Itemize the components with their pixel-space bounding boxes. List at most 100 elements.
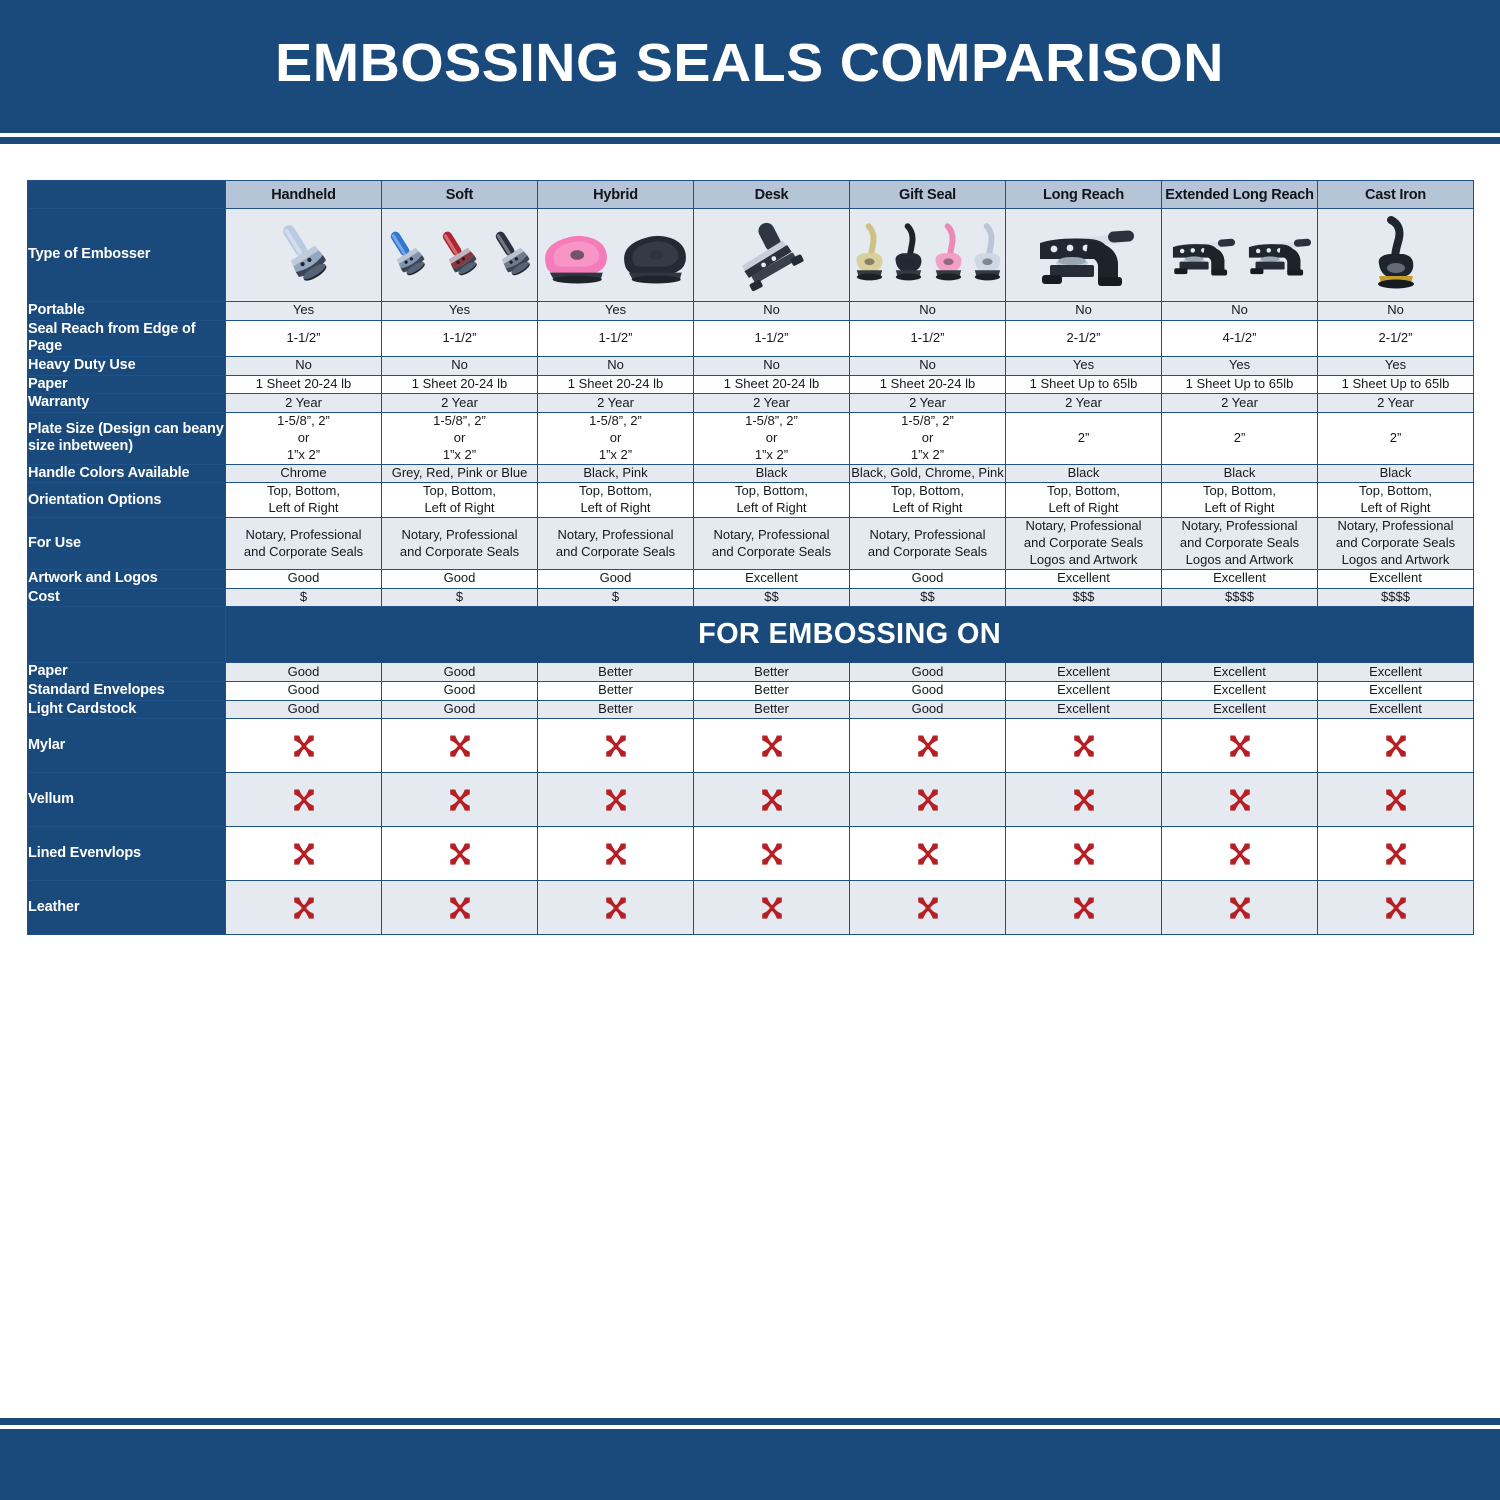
table-row-artwork-and-logos: Artwork and Logos Good Good Good Excellent Go…	[27, 568, 1474, 589]
cell-for-use-gift-seal: Notary, Professional and Corporate Seals	[849, 517, 1006, 570]
cell-warranty-desk: 2 Year	[693, 393, 850, 414]
cell-standard-envelopes-soft: Good	[381, 681, 538, 701]
table-row-type-of-embosser: Type of Embosser	[27, 208, 1474, 302]
cell-cost-soft: $	[381, 587, 538, 608]
cell-warranty-extended-long-reach: 2 Year	[1161, 393, 1318, 414]
table-row-plate-size-design-can-beany-size-inbetween: Plate Size (Design can beany size inbetw…	[27, 412, 1474, 465]
row-label-vellum: Vellum	[27, 772, 226, 828]
column-header-long-reach: Long Reach	[1005, 180, 1162, 209]
table-row-paper: Paper 1 Sheet 20-24 lb 1 Sheet 20-24 lb 1 S…	[27, 374, 1474, 395]
red-x-icon	[1385, 789, 1406, 811]
cell-mylar-hybrid	[537, 718, 694, 774]
column-header-soft: Soft	[381, 180, 538, 209]
red-x-icon	[1073, 789, 1094, 811]
cell-standard-envelopes-cast-iron: Excellent	[1317, 681, 1474, 701]
table-row-vellum: Vellum	[27, 772, 1474, 828]
row-label-light-cardstock: Light Cardstock	[27, 699, 226, 720]
cell-for-use-hybrid: Notary, Professional and Corporate Seals	[537, 517, 694, 570]
row-label-paper: Paper	[27, 662, 226, 682]
column-header-handheld: Handheld	[225, 180, 382, 209]
gift-seal-embosser-image	[850, 209, 1005, 301]
red-x-icon	[449, 735, 470, 757]
red-x-icon	[1073, 843, 1094, 865]
section-banner-spacer	[27, 606, 226, 664]
cell-light-cardstock-gift-seal: Good	[849, 699, 1006, 720]
cell-lined-evenvlops-desk	[693, 826, 850, 882]
cell-portable-soft: Yes	[381, 301, 538, 321]
table-row-for-use: For Use Notary, Professional and Corporat…	[27, 517, 1474, 570]
table-row-warranty: Warranty 2 Year 2 Year 2 Year 2 Year 2 Year 2 …	[27, 393, 1474, 414]
cell-lined-evenvlops-extended-long-reach	[1161, 826, 1318, 882]
cell-plate-size-design-can-beany-size-inbetween-desk: 1-5/8”, 2” or 1”x 2”	[693, 412, 850, 465]
cell-seal-reach-from-edge-of-page-handheld: 1-1/2”	[225, 319, 382, 358]
cell-paper-long-reach: 1 Sheet Up to 65lb	[1005, 374, 1162, 395]
cell-orientation-options-gift-seal: Top, Bottom, Left of Right	[849, 482, 1006, 519]
extended-long-reach-embosser-image	[1162, 209, 1317, 301]
soft-embosser-image	[382, 209, 537, 301]
cell-paper-gift-seal: Good	[849, 662, 1006, 682]
cell-plate-size-design-can-beany-size-inbetween-long-reach: 2”	[1005, 412, 1162, 465]
red-x-icon	[1229, 843, 1250, 865]
cell-heavy-duty-use-extended-long-reach: Yes	[1161, 356, 1318, 376]
cell-standard-envelopes-long-reach: Excellent	[1005, 681, 1162, 701]
cell-type-of-embosser-gift-seal	[849, 208, 1006, 302]
cell-plate-size-design-can-beany-size-inbetween-hybrid: 1-5/8”, 2” or 1”x 2”	[537, 412, 694, 465]
cell-plate-size-design-can-beany-size-inbetween-handheld: 1-5/8”, 2” or 1”x 2”	[225, 412, 382, 465]
cell-heavy-duty-use-gift-seal: No	[849, 356, 1006, 376]
cell-mylar-cast-iron	[1317, 718, 1474, 774]
red-x-icon	[761, 735, 782, 757]
cell-paper-hybrid: 1 Sheet 20-24 lb	[537, 374, 694, 395]
cell-light-cardstock-extended-long-reach: Excellent	[1161, 699, 1318, 720]
cell-warranty-soft: 2 Year	[381, 393, 538, 414]
cell-type-of-embosser-soft	[381, 208, 538, 302]
row-label-for-use: For Use	[27, 517, 226, 570]
red-x-icon	[605, 897, 626, 919]
red-x-icon	[917, 843, 938, 865]
desk-embosser-image	[694, 209, 849, 301]
column-header-gift-seal: Gift Seal	[849, 180, 1006, 209]
red-x-icon	[1229, 789, 1250, 811]
row-label-lined-evenvlops: Lined Evenvlops	[27, 826, 226, 882]
cell-mylar-extended-long-reach	[1161, 718, 1318, 774]
section-banner-for-embossing-on: FOR EMBOSSING ON	[225, 606, 1474, 664]
column-header-hybrid: Hybrid	[537, 180, 694, 209]
cell-artwork-and-logos-hybrid: Good	[537, 568, 694, 589]
cell-standard-envelopes-extended-long-reach: Excellent	[1161, 681, 1318, 701]
cell-plate-size-design-can-beany-size-inbetween-cast-iron: 2”	[1317, 412, 1474, 465]
cell-paper-cast-iron: Excellent	[1317, 662, 1474, 682]
cell-light-cardstock-cast-iron: Excellent	[1317, 699, 1474, 720]
row-label-warranty: Warranty	[27, 393, 226, 414]
cell-portable-long-reach: No	[1005, 301, 1162, 321]
cell-standard-envelopes-desk: Better	[693, 681, 850, 701]
column-header-cast-iron: Cast Iron	[1317, 180, 1474, 209]
cell-paper-desk: 1 Sheet 20-24 lb	[693, 374, 850, 395]
cell-type-of-embosser-desk	[693, 208, 850, 302]
red-x-icon	[605, 789, 626, 811]
red-x-icon	[605, 843, 626, 865]
cell-cost-cast-iron: $$$$	[1317, 587, 1474, 608]
header-divider-top	[0, 126, 1500, 133]
table-row-light-cardstock: Light Cardstock Good Good Better Better Good E…	[27, 699, 1474, 720]
red-x-icon	[1073, 735, 1094, 757]
footer-divider-gap	[0, 1425, 1500, 1429]
cell-light-cardstock-desk: Better	[693, 699, 850, 720]
cell-artwork-and-logos-cast-iron: Excellent	[1317, 568, 1474, 589]
red-x-icon	[1229, 735, 1250, 757]
cell-handle-colors-available-gift-seal: Black, Gold, Chrome, Pink	[849, 463, 1006, 484]
cell-type-of-embosser-long-reach	[1005, 208, 1162, 302]
cell-seal-reach-from-edge-of-page-gift-seal: 1-1/2”	[849, 319, 1006, 358]
cell-for-use-handheld: Notary, Professional and Corporate Seals	[225, 517, 382, 570]
red-x-icon	[449, 789, 470, 811]
cell-handle-colors-available-soft: Grey, Red, Pink or Blue	[381, 463, 538, 484]
cell-portable-extended-long-reach: No	[1161, 301, 1318, 321]
table-row-portable: Portable Yes Yes Yes No No No No No	[27, 301, 1474, 321]
table-row-handle-colors-available: Handle Colors Available Chrome Grey, Red, …	[27, 463, 1474, 484]
red-x-icon	[1385, 897, 1406, 919]
cell-lined-evenvlops-hybrid	[537, 826, 694, 882]
column-header-extended-long-reach: Extended Long Reach	[1161, 180, 1318, 209]
cell-light-cardstock-soft: Good	[381, 699, 538, 720]
row-label-mylar: Mylar	[27, 718, 226, 774]
page-header-banner: EMBOSSING SEALS COMPARISON	[0, 0, 1500, 126]
red-x-icon	[1385, 843, 1406, 865]
cell-vellum-long-reach	[1005, 772, 1162, 828]
